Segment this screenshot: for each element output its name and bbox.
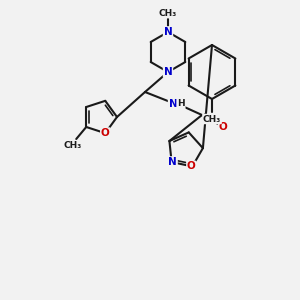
Text: O: O — [219, 122, 227, 132]
Text: H: H — [177, 100, 185, 109]
Text: CH₃: CH₃ — [159, 8, 177, 17]
Text: N: N — [169, 99, 177, 109]
Text: N: N — [168, 157, 177, 167]
Text: CH₃: CH₃ — [63, 142, 81, 151]
Text: CH₃: CH₃ — [203, 115, 221, 124]
Text: N: N — [164, 27, 172, 37]
Text: N: N — [164, 67, 172, 77]
Text: O: O — [187, 161, 196, 171]
Text: O: O — [101, 128, 110, 138]
